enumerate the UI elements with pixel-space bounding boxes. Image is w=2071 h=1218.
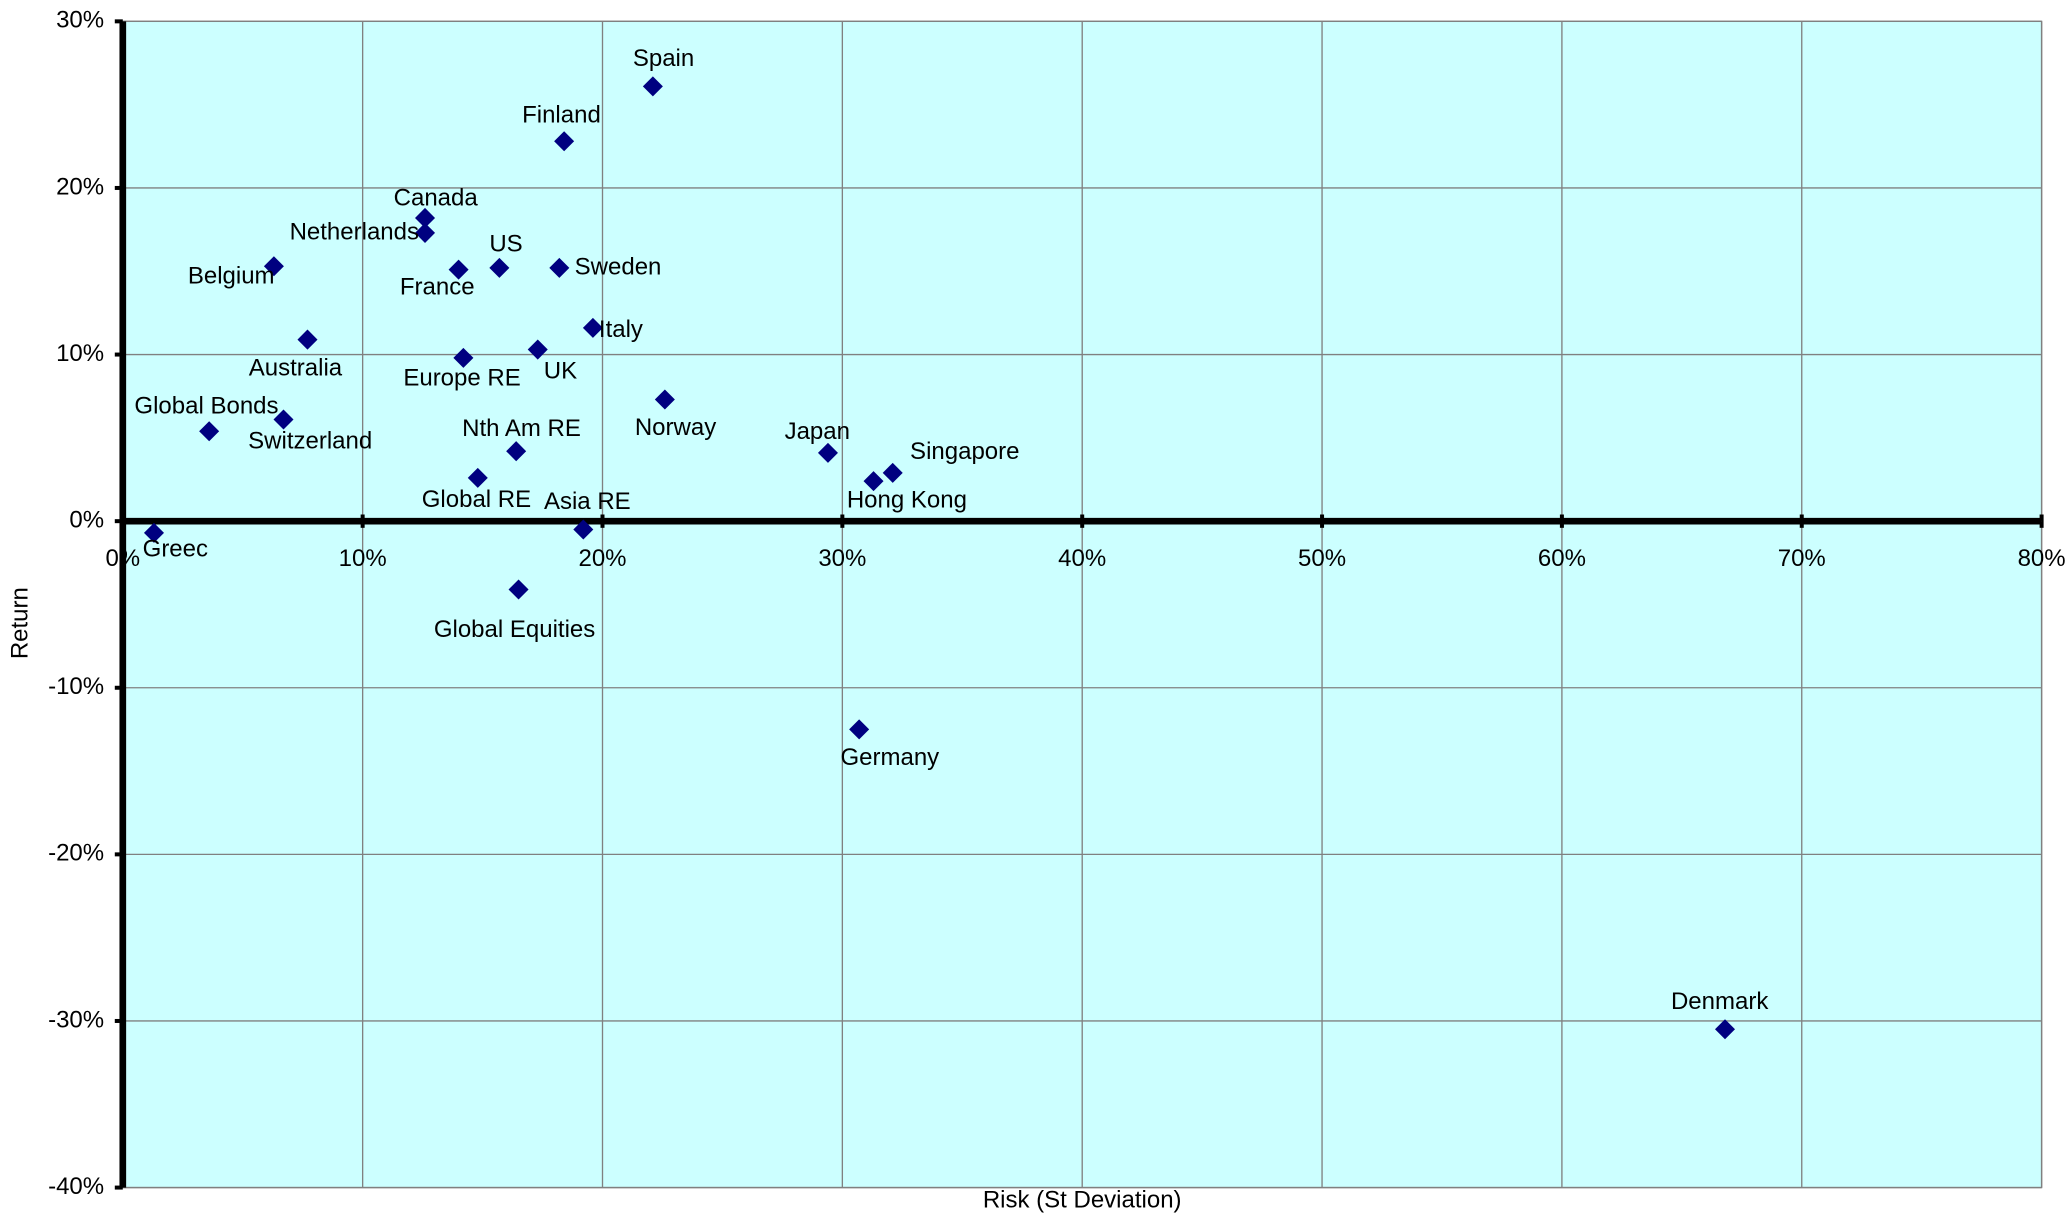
x-tick-label: 60% bbox=[1538, 545, 1586, 572]
point-label: Netherlands bbox=[290, 218, 419, 245]
point-label: Australia bbox=[249, 354, 343, 381]
point-label: US bbox=[489, 231, 522, 258]
data-point bbox=[573, 519, 594, 540]
point-label: Singapore bbox=[910, 438, 1019, 465]
point-label: Hong Kong bbox=[847, 487, 967, 514]
data-point bbox=[453, 347, 474, 368]
data-point bbox=[582, 317, 603, 338]
point-label: Italy bbox=[599, 316, 643, 343]
x-tick-label: 30% bbox=[818, 545, 866, 572]
data-point bbox=[527, 339, 548, 360]
data-point bbox=[415, 222, 436, 243]
point-label: Canada bbox=[394, 185, 479, 212]
data-point bbox=[448, 259, 469, 280]
data-point bbox=[849, 719, 870, 740]
x-tick-label: 70% bbox=[1778, 545, 1826, 572]
data-point bbox=[817, 442, 838, 463]
point-label: UK bbox=[544, 358, 577, 385]
point-label: Switzerland bbox=[248, 428, 372, 455]
x-tick-label: 40% bbox=[1058, 545, 1106, 572]
point-label: Nth Am RE bbox=[462, 415, 581, 442]
data-point bbox=[508, 579, 529, 600]
data-point bbox=[863, 471, 884, 492]
data-point bbox=[489, 257, 510, 278]
x-tick-label: 80% bbox=[2018, 545, 2066, 572]
point-label: Europe RE bbox=[403, 365, 520, 392]
point-label: Global Bonds bbox=[134, 393, 278, 420]
y-tick-label: 10% bbox=[56, 340, 104, 367]
data-point bbox=[549, 257, 570, 278]
y-tick-label: -30% bbox=[48, 1006, 104, 1033]
point-label: Global Equities bbox=[434, 616, 595, 643]
data-point bbox=[506, 441, 527, 462]
x-axis-label: Risk (St Deviation) bbox=[983, 1186, 1182, 1213]
data-point bbox=[273, 409, 294, 430]
y-tick-label: -10% bbox=[48, 673, 104, 700]
point-label: Norway bbox=[635, 414, 716, 441]
point-label: Japan bbox=[785, 418, 850, 445]
data-point bbox=[143, 522, 164, 543]
point-label: Finland bbox=[522, 101, 601, 128]
point-label: Global RE bbox=[422, 486, 531, 513]
point-label: Sweden bbox=[575, 253, 662, 280]
point-label: France bbox=[400, 274, 475, 301]
y-tick-label: 20% bbox=[56, 173, 104, 200]
data-point bbox=[467, 467, 488, 488]
point-label: Asia RE bbox=[544, 488, 631, 515]
y-tick-label: -40% bbox=[48, 1173, 104, 1200]
data-point bbox=[882, 462, 903, 483]
y-tick-label: -20% bbox=[48, 840, 104, 867]
point-label: Denmark bbox=[1671, 988, 1769, 1015]
point-label: Greec bbox=[143, 536, 208, 563]
y-tick-label: 0% bbox=[69, 507, 104, 534]
data-point bbox=[642, 76, 663, 97]
data-point bbox=[263, 256, 284, 277]
point-label: Spain bbox=[633, 45, 694, 72]
y-axis-label: Return bbox=[7, 587, 34, 659]
point-label: Belgium bbox=[188, 262, 275, 289]
x-tick-label: 50% bbox=[1298, 545, 1346, 572]
point-label: Germany bbox=[840, 744, 939, 771]
data-point bbox=[199, 421, 220, 442]
x-tick-label: 20% bbox=[578, 545, 626, 572]
y-tick-label: 30% bbox=[56, 7, 104, 34]
x-tick-label: 10% bbox=[339, 545, 387, 572]
data-point bbox=[415, 207, 436, 228]
data-point bbox=[297, 329, 318, 350]
data-point bbox=[654, 389, 675, 410]
